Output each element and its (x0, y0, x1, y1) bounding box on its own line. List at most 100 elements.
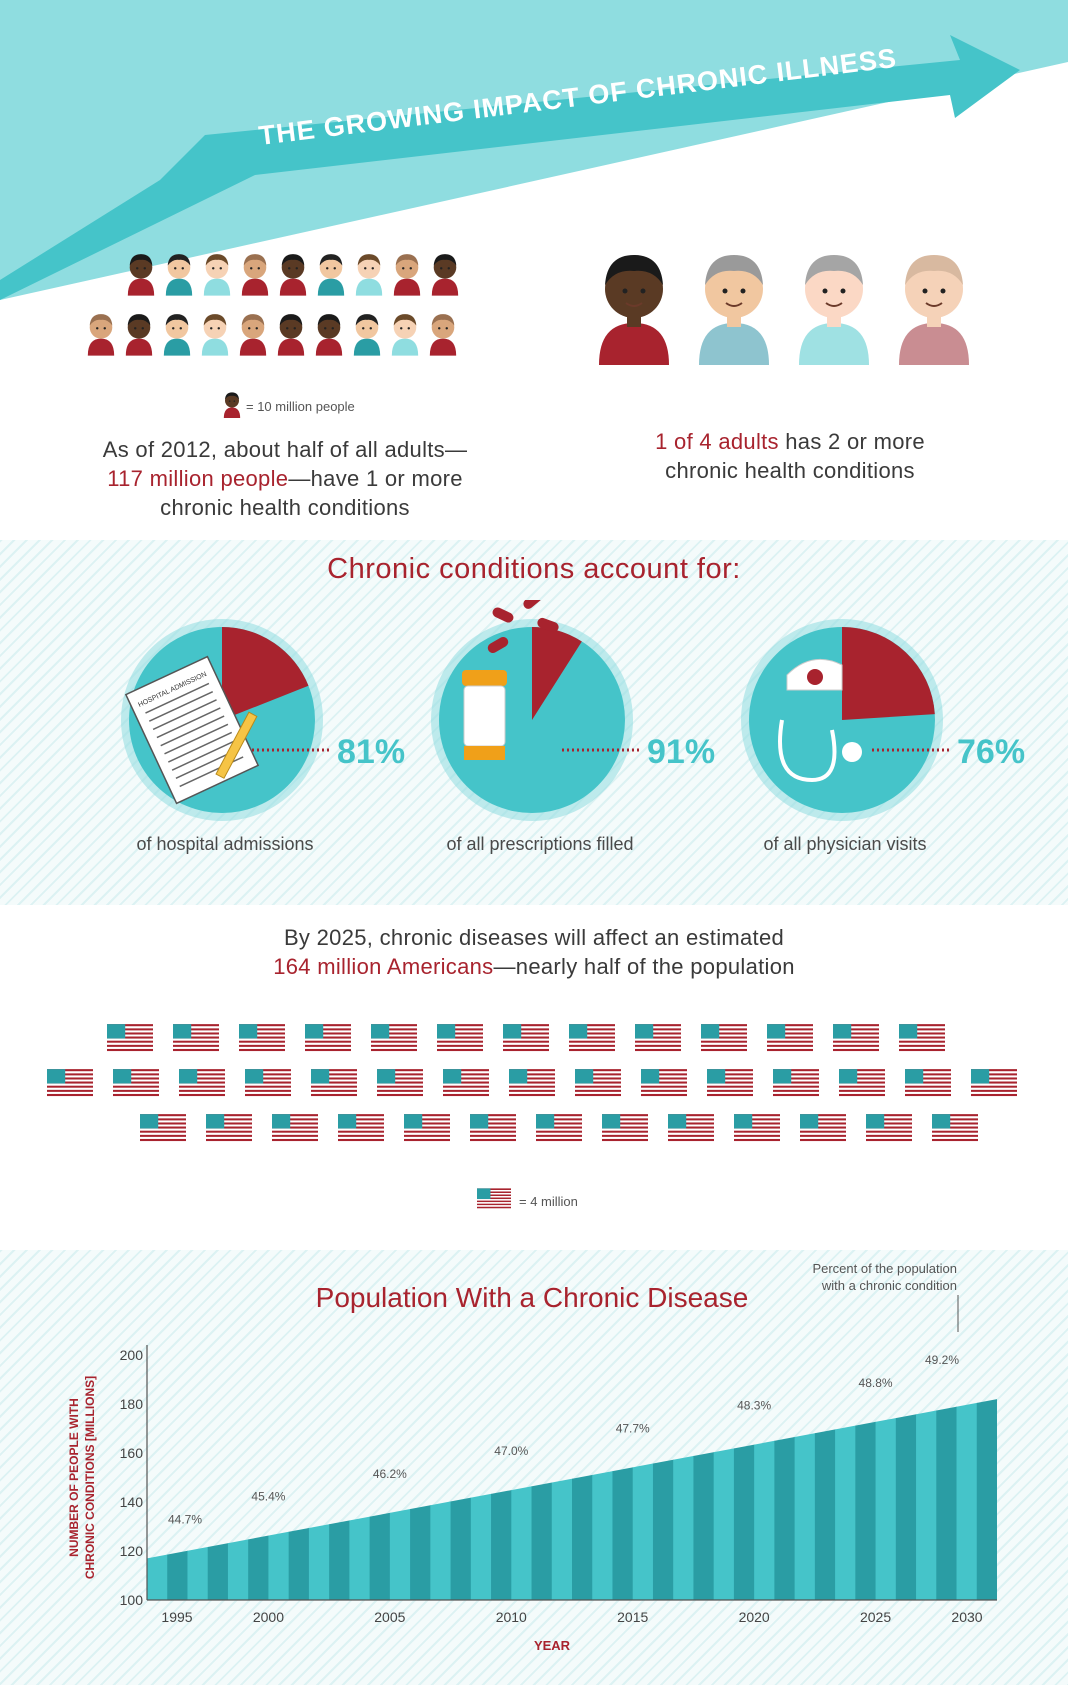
adults-stat-line1: As of 2012, about half of all adults— (102, 437, 468, 462)
us-flag-icon (245, 1069, 291, 1097)
us-flag-icon (113, 1069, 159, 1097)
person-icon (277, 314, 305, 356)
population-chart: Population With a Chronic Disease 100 120 1… (67, 1261, 997, 1653)
x-tick-label: 2025 (860, 1609, 891, 1625)
us-flag-icon (443, 1069, 489, 1097)
chart-title: Population With a Chronic Disease (316, 1282, 749, 1313)
person-icon (241, 254, 269, 296)
adults-stat-text: As of 2012, about half of all adults— 11… (60, 435, 510, 522)
us-flag-icon (47, 1069, 93, 1097)
us-flag-icon (503, 1024, 549, 1052)
person-icon (163, 314, 191, 356)
pill-bottle-icon (462, 600, 559, 760)
adult-icon (599, 255, 669, 365)
x-tick-label: 2010 (496, 1609, 527, 1625)
person-icon (431, 254, 459, 296)
projection-line1: By 2025, chronic diseases will affect an… (283, 925, 785, 950)
person-icon (201, 314, 229, 356)
us-flag-icon (905, 1069, 951, 1097)
x-axis-label: YEAR (534, 1638, 571, 1653)
projection-text: By 2025, chronic diseases will affect an… (0, 923, 1068, 981)
percent-data-label: 48.8% (859, 1376, 893, 1390)
us-flag-icon (239, 1024, 285, 1052)
person-icon (87, 314, 115, 356)
us-flag-icon (899, 1024, 945, 1052)
percent-annotation: Percent of the population with a chronic … (812, 1261, 957, 1293)
multiple-conditions-line1: has 2 or more (778, 429, 925, 454)
x-tick-label: 2005 (374, 1609, 405, 1625)
pie-percent-label: 81% (337, 733, 405, 771)
us-flag-icon (470, 1114, 516, 1142)
us-flag-icon (833, 1024, 879, 1052)
conditions-title: Chronic conditions account for: (327, 553, 741, 585)
us-flag-icon (206, 1114, 252, 1142)
person-icon (429, 314, 457, 356)
us-flag-icon (377, 1069, 423, 1097)
people-grid (85, 250, 461, 356)
us-flag-icon (734, 1114, 780, 1142)
people-legend: = 10 million people (222, 390, 355, 423)
pie-caption-physician: of all physician visits (763, 834, 927, 854)
person-icon (393, 254, 421, 296)
x-tick-label: 2030 (951, 1609, 982, 1625)
us-flag-icon (866, 1114, 912, 1142)
person-icon (239, 314, 267, 356)
pie-slice-highlight (222, 627, 309, 720)
us-flag-icon (575, 1069, 621, 1097)
flag-legend-text: = 4 million (519, 1194, 578, 1209)
adult-icon (899, 255, 969, 365)
person-icon (355, 254, 383, 296)
pie-caption-hospital: of hospital admissions (136, 834, 314, 854)
us-flag-icon (404, 1114, 450, 1142)
person-icon (315, 314, 343, 356)
flag-row (107, 1024, 945, 1053)
us-flag-icon (635, 1024, 681, 1052)
us-flag-icon (179, 1069, 225, 1097)
projection-highlight: 164 million Americans (273, 954, 494, 979)
us-flag-icon (668, 1114, 714, 1142)
adult-icon (799, 255, 869, 365)
y-tick-label: 160 (120, 1445, 144, 1461)
pie-slice-highlight (842, 627, 935, 720)
us-flag-icon (477, 1188, 511, 1209)
us-flag-icon (773, 1069, 819, 1097)
us-flag-icon (311, 1069, 357, 1097)
multiple-conditions-highlight: 1 of 4 adults (655, 429, 779, 454)
four-people (595, 245, 973, 365)
multiple-conditions-text: 1 of 4 adults has 2 or more chronic heal… (600, 427, 980, 485)
us-flag-icon (971, 1069, 1017, 1097)
projection-line2: —nearly half of the population (493, 954, 795, 979)
flag-legend-icon (477, 1188, 511, 1215)
percent-data-label: 49.2% (925, 1353, 959, 1367)
percent-data-label: 45.4% (251, 1490, 285, 1504)
y-tick-label: 140 (120, 1494, 144, 1510)
us-flag-icon (437, 1024, 483, 1052)
header-banner: THE GROWING IMPACT OF CHRONIC ILLNESS (0, 0, 1068, 300)
percent-data-label: 47.7% (616, 1421, 650, 1435)
us-flag-icon (107, 1024, 153, 1052)
us-flag-icon (536, 1114, 582, 1142)
percent-data-label: 44.7% (168, 1512, 202, 1526)
us-flag-icon (338, 1114, 384, 1142)
x-tick-label: 1995 (161, 1609, 192, 1625)
y-tick-label: 180 (120, 1396, 144, 1412)
person-legend-icon (222, 390, 242, 423)
y-axis-label: NUMBER OF PEOPLE WITH CHRONIC CONDITIONS … (67, 1376, 97, 1579)
us-flag-icon (839, 1069, 885, 1097)
adults-stat-line2: —have 1 or more (288, 466, 463, 491)
us-flag-icon (641, 1069, 687, 1097)
person-icon (353, 314, 381, 356)
us-flag-icon (140, 1114, 186, 1142)
hospital-admission-form-icon: HOSPITAL ADMISSION (124, 655, 260, 805)
flag-row (140, 1114, 978, 1143)
us-flag-icon (272, 1114, 318, 1142)
person-icon (391, 314, 419, 356)
x-tick-label: 2020 (739, 1609, 770, 1625)
x-tick-label: 2000 (253, 1609, 284, 1625)
percent-data-label: 48.3% (737, 1399, 771, 1413)
us-flag-icon (767, 1024, 813, 1052)
y-tick-label: 100 (120, 1592, 144, 1608)
pie-chart: 76% (741, 619, 1025, 821)
person-icon (279, 254, 307, 296)
person-icon (223, 392, 241, 418)
